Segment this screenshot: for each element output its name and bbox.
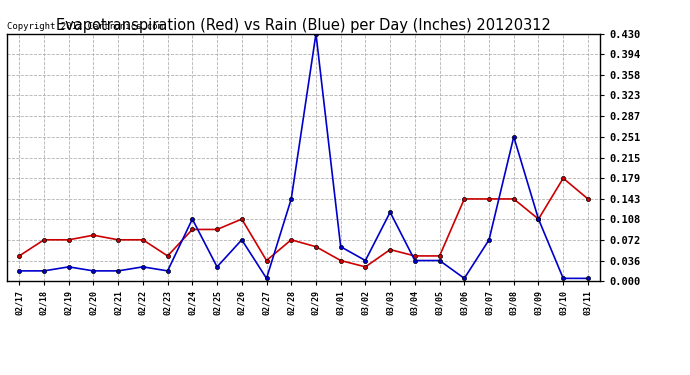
Text: Copyright 2012 Cartronics.com: Copyright 2012 Cartronics.com bbox=[7, 22, 163, 31]
Title: Evapotranspiration (Red) vs Rain (Blue) per Day (Inches) 20120312: Evapotranspiration (Red) vs Rain (Blue) … bbox=[56, 18, 551, 33]
